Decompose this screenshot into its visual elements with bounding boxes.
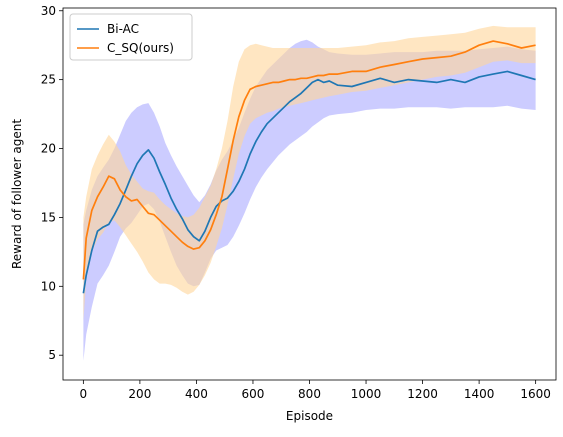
legend: Bi-AC C_SQ(ours)	[69, 13, 193, 61]
x-tick-label: 600	[242, 387, 265, 401]
y-axis-ticks: 5 10 15 20 25 30	[41, 4, 63, 362]
x-tick-label: 1600	[520, 387, 551, 401]
band-1	[83, 25, 536, 321]
y-tick-label: 10	[41, 279, 56, 293]
y-tick-label: 15	[41, 210, 56, 224]
x-tick-label: 800	[298, 387, 321, 401]
y-tick-label: 20	[41, 142, 56, 156]
legend-label-bi-ac: Bi-AC	[107, 22, 139, 36]
x-tick-label: 400	[185, 387, 208, 401]
series-line-0	[82, 70, 536, 294]
x-tick-label: 1400	[464, 387, 495, 401]
x-tick-label: 1000	[351, 387, 382, 401]
series-lines	[82, 40, 536, 294]
x-tick-label: 0	[80, 387, 88, 401]
x-tick-label: 200	[128, 387, 151, 401]
y-tick-label: 30	[41, 4, 56, 18]
x-axis-ticks: 0 200 400 600 800 1000 1200 1400 1600	[80, 380, 551, 401]
x-tick-label: 1200	[407, 387, 438, 401]
y-axis-label: Reward of follower agent	[10, 119, 24, 269]
y-tick-label: 25	[41, 73, 56, 87]
y-tick-label: 5	[48, 348, 56, 362]
legend-label-c-sq: C_SQ(ours)	[107, 41, 174, 55]
confidence-bands	[83, 25, 536, 361]
series-line-1	[82, 40, 536, 280]
x-axis-label: Episode	[286, 409, 333, 423]
legend-box	[69, 13, 193, 61]
